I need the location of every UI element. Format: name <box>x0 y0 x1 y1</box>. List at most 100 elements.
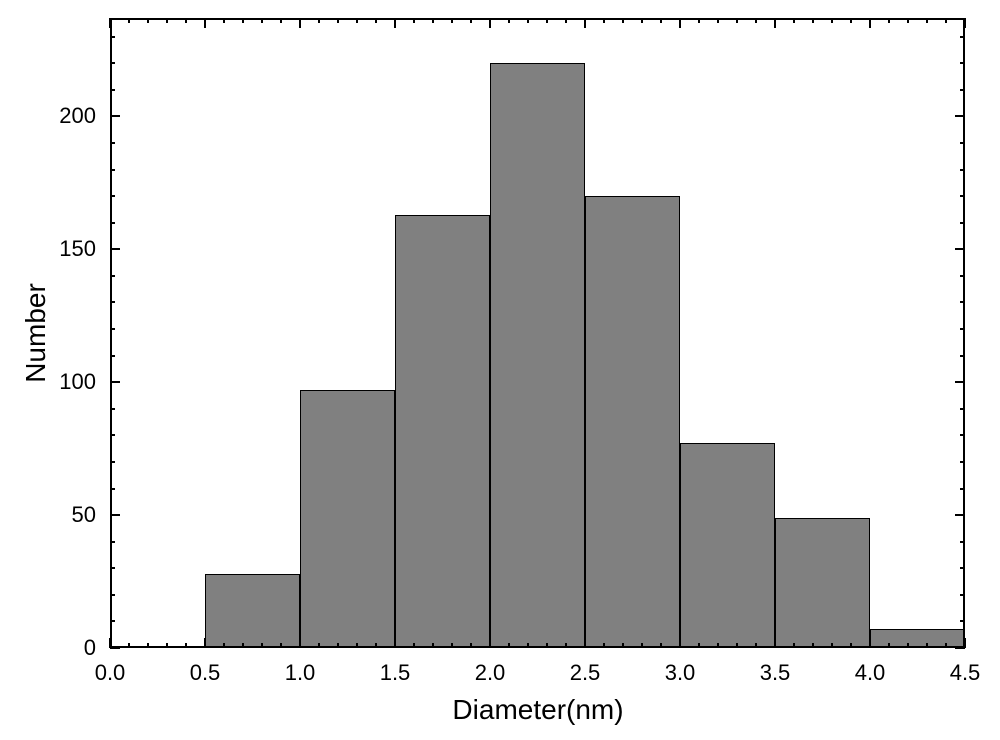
x-tick-minor <box>280 643 282 648</box>
x-tick-minor <box>831 643 833 648</box>
x-tick-major <box>774 18 776 28</box>
x-tick-minor <box>508 643 510 648</box>
x-tick-minor <box>622 643 624 648</box>
y-tick-label: 100 <box>59 369 110 395</box>
x-tick-minor <box>641 643 643 648</box>
y-tick-minor <box>110 328 115 330</box>
y-tick-minor <box>960 541 965 543</box>
histogram-bar <box>870 629 965 648</box>
x-tick-label: 1.5 <box>380 648 411 686</box>
x-tick-minor <box>432 643 434 648</box>
x-tick-minor <box>850 643 852 648</box>
x-tick-label: 0.5 <box>190 648 221 686</box>
x-axis-label: Diameter(nm) <box>452 694 623 726</box>
x-tick-minor <box>812 643 814 648</box>
y-tick-label: 150 <box>59 236 110 262</box>
x-tick-major <box>299 638 301 648</box>
x-tick-major <box>394 18 396 28</box>
x-tick-minor <box>888 18 890 23</box>
x-tick-minor <box>337 18 339 23</box>
x-tick-minor <box>812 18 814 23</box>
x-tick-minor <box>907 18 909 23</box>
y-tick-minor <box>960 89 965 91</box>
y-tick-major <box>955 514 965 516</box>
x-tick-label: 4.0 <box>855 648 886 686</box>
x-tick-minor <box>736 643 738 648</box>
x-tick-major <box>109 18 111 28</box>
y-tick-minor <box>110 488 115 490</box>
x-tick-minor <box>242 18 244 23</box>
y-tick-minor <box>110 89 115 91</box>
y-tick-minor <box>110 620 115 622</box>
x-tick-major <box>679 638 681 648</box>
y-tick-major <box>110 248 120 250</box>
x-tick-minor <box>907 643 909 648</box>
x-tick-minor <box>223 18 225 23</box>
x-tick-minor <box>546 18 548 23</box>
y-tick-major <box>955 381 965 383</box>
x-tick-minor <box>926 18 928 23</box>
x-tick-major <box>299 18 301 28</box>
x-tick-minor <box>413 18 415 23</box>
x-tick-major <box>869 18 871 28</box>
y-axis-label: Number <box>20 283 52 383</box>
y-tick-major <box>110 647 120 649</box>
x-tick-major <box>204 18 206 28</box>
x-tick-minor <box>793 643 795 648</box>
x-tick-minor <box>660 643 662 648</box>
x-tick-minor <box>185 643 187 648</box>
x-tick-minor <box>432 18 434 23</box>
x-tick-major <box>869 638 871 648</box>
y-tick-minor <box>110 142 115 144</box>
x-tick-minor <box>622 18 624 23</box>
x-tick-major <box>489 638 491 648</box>
y-tick-minor <box>110 301 115 303</box>
y-tick-minor <box>960 328 965 330</box>
y-tick-minor <box>960 567 965 569</box>
histogram-bar <box>585 196 680 648</box>
y-tick-minor <box>110 195 115 197</box>
x-tick-major <box>394 638 396 648</box>
y-tick-major <box>955 248 965 250</box>
x-tick-minor <box>603 643 605 648</box>
x-tick-major <box>774 638 776 648</box>
y-tick-minor <box>960 169 965 171</box>
histogram-bar <box>775 518 870 648</box>
x-tick-minor <box>527 643 529 648</box>
x-tick-minor <box>128 643 130 648</box>
x-tick-minor <box>375 643 377 648</box>
x-tick-minor <box>356 18 358 23</box>
x-tick-label: 2.0 <box>475 648 506 686</box>
x-tick-minor <box>565 18 567 23</box>
x-tick-major <box>964 18 966 28</box>
x-tick-minor <box>147 18 149 23</box>
x-tick-label: 1.0 <box>285 648 316 686</box>
x-tick-minor <box>527 18 529 23</box>
x-tick-minor <box>451 18 453 23</box>
y-tick-minor <box>960 62 965 64</box>
histogram-bar <box>490 63 585 648</box>
x-tick-minor <box>223 643 225 648</box>
x-tick-major <box>204 638 206 648</box>
x-tick-minor <box>413 643 415 648</box>
plot-area: 0.00.51.01.52.02.53.03.54.04.50501001502… <box>110 18 965 648</box>
x-tick-major <box>584 18 586 28</box>
x-tick-minor <box>185 18 187 23</box>
x-tick-label: 3.5 <box>760 648 791 686</box>
x-tick-minor <box>451 643 453 648</box>
x-tick-minor <box>945 643 947 648</box>
x-tick-minor <box>508 18 510 23</box>
x-tick-major <box>489 18 491 28</box>
y-tick-minor <box>960 195 965 197</box>
y-tick-minor <box>110 169 115 171</box>
y-tick-label: 50 <box>72 502 110 528</box>
x-tick-minor <box>318 643 320 648</box>
y-tick-minor <box>110 594 115 596</box>
x-tick-minor <box>698 643 700 648</box>
y-tick-minor <box>110 541 115 543</box>
y-tick-major <box>955 647 965 649</box>
x-tick-major <box>584 638 586 648</box>
x-tick-major <box>679 18 681 28</box>
y-tick-major <box>110 514 120 516</box>
y-tick-minor <box>960 222 965 224</box>
